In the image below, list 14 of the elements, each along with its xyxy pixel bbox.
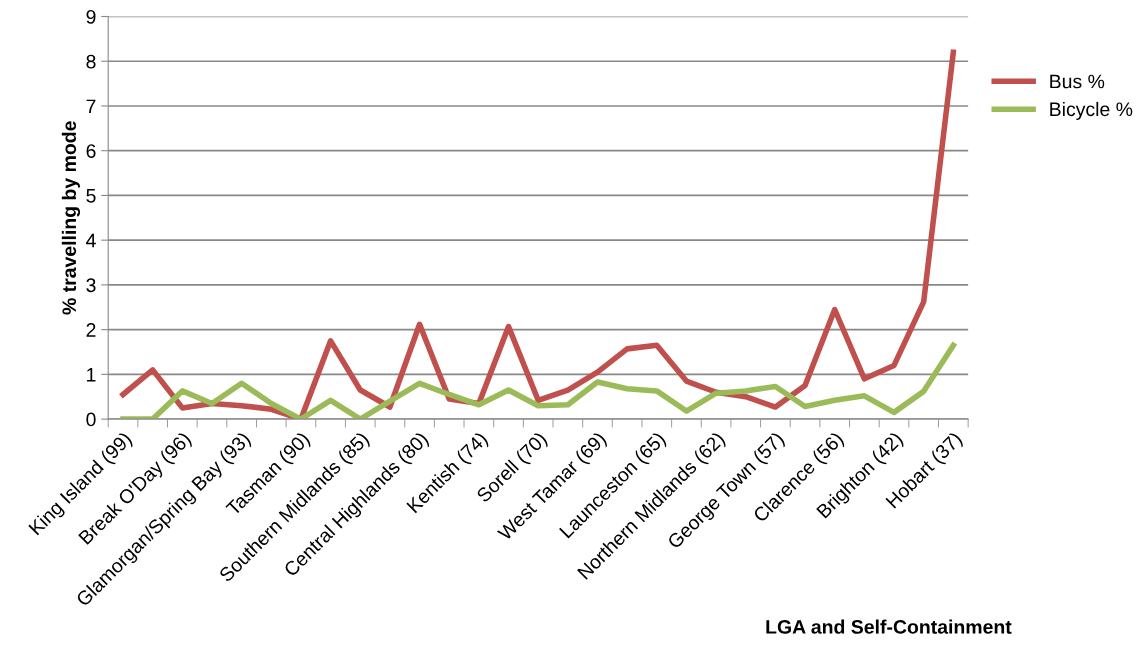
y-tick-label: 9 xyxy=(86,9,96,24)
y-tick-label: 4 xyxy=(86,233,96,248)
y-tick-label: 7 xyxy=(86,99,96,114)
y-tick-label: 8 xyxy=(86,54,96,69)
y-tick-label: 6 xyxy=(86,144,96,158)
y-tick-label: 1 xyxy=(87,368,96,382)
y-tick-label: 2 xyxy=(86,323,96,337)
y-tick-label: 3 xyxy=(86,278,96,293)
y-tick-label: 5 xyxy=(86,189,96,203)
y-axis-title: % travelling by mode xyxy=(61,121,81,315)
x-axis-title: LGA and Self-Containment xyxy=(766,619,1012,634)
legend-label: Bicycle % xyxy=(1050,101,1133,121)
y-tick-label: 0 xyxy=(86,412,96,427)
legend-label: Bus % xyxy=(1050,74,1105,89)
